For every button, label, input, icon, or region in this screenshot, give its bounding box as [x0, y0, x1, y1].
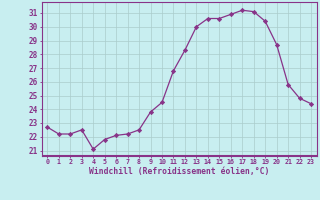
X-axis label: Windchill (Refroidissement éolien,°C): Windchill (Refroidissement éolien,°C)	[89, 167, 269, 176]
